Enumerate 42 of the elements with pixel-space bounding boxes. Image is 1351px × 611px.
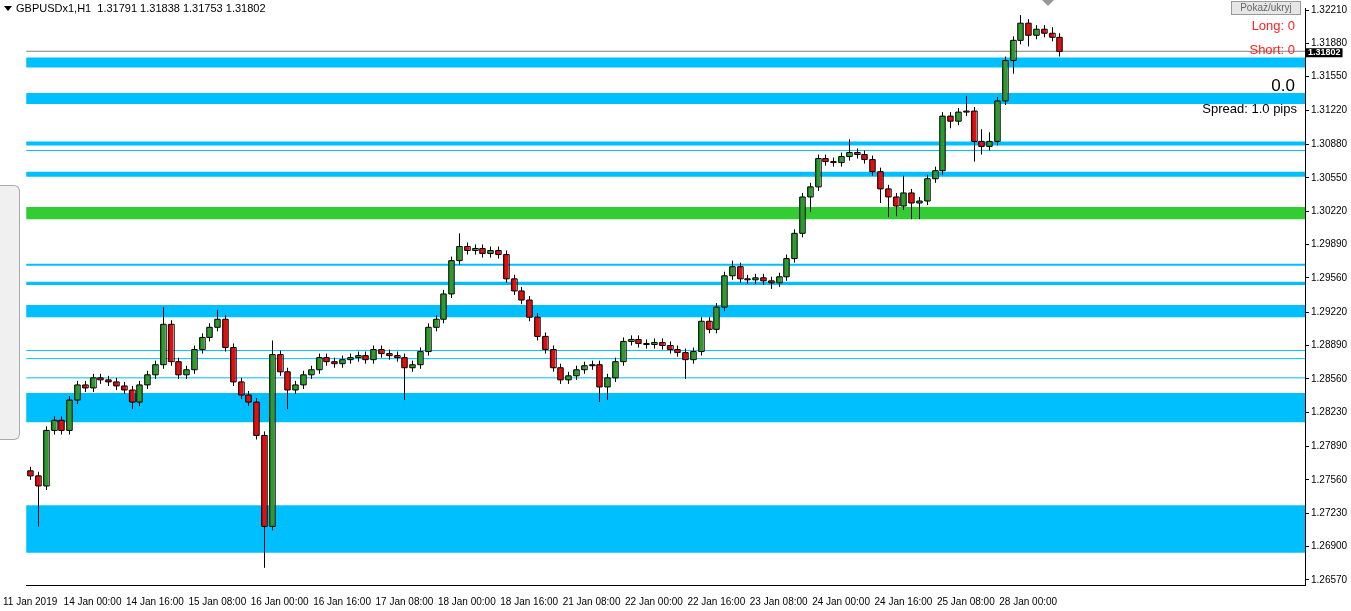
y-tick-label: 1.30880 bbox=[1311, 138, 1348, 150]
y-tick-label: 1.28230 bbox=[1311, 405, 1348, 417]
y-tick-label: 1.29890 bbox=[1311, 238, 1348, 250]
annotation: Pokaż/ukryj bbox=[1231, 1, 1301, 15]
x-tick-label: 24 Jan 00:00 bbox=[812, 595, 871, 607]
y-tick-label: 1.29220 bbox=[1311, 305, 1348, 317]
y-tick-label: 1.29560 bbox=[1311, 271, 1348, 283]
y-tick-label: 1.31550 bbox=[1311, 70, 1348, 82]
y-tick-label: 1.28890 bbox=[1311, 339, 1348, 351]
x-tick-label: 21 Jan 08:00 bbox=[562, 595, 621, 607]
y-tick-label: 1.31220 bbox=[1311, 103, 1348, 115]
x-tick-label: 24 Jan 16:00 bbox=[874, 595, 933, 607]
y-tick-label: 1.30220 bbox=[1311, 204, 1348, 216]
annotation: 0.0 bbox=[1271, 76, 1295, 96]
x-tick-label: 18 Jan 16:00 bbox=[500, 595, 559, 607]
x-tick-label: 18 Jan 00:00 bbox=[437, 595, 497, 607]
y-tick-label: 1.31880 bbox=[1311, 37, 1348, 49]
y-tick-label: 1.27560 bbox=[1311, 473, 1348, 485]
x-tick-label: 16 Jan 00:00 bbox=[250, 595, 310, 607]
y-tick-label: 1.26570 bbox=[1311, 573, 1348, 585]
y-tick-label: 1.26900 bbox=[1311, 540, 1348, 552]
y-tick-label: 1.32210 bbox=[1311, 3, 1348, 15]
y-tick-label: 1.27890 bbox=[1311, 440, 1348, 452]
x-tick-label: 17 Jan 08:00 bbox=[375, 595, 434, 607]
ref-line-label: 1.31802 bbox=[1308, 47, 1341, 58]
annotation: Spread: 1.0 pips bbox=[1202, 101, 1297, 116]
x-tick-label: 22 Jan 00:00 bbox=[625, 595, 684, 607]
annotation: Long: 0 bbox=[1251, 18, 1295, 33]
x-tick-label: 15 Jan 08:00 bbox=[188, 595, 247, 607]
y-tick-label: 1.28560 bbox=[1311, 372, 1348, 384]
annotation: Short: 0 bbox=[1249, 42, 1295, 57]
y-tick-label: 1.27230 bbox=[1311, 507, 1348, 518]
y-tick-label: 1.30550 bbox=[1311, 171, 1348, 183]
x-tick-label: 28 Jan 00:00 bbox=[999, 595, 1058, 607]
chart-title: GBPUSDx1,H1 1.31791 1.31838 1.31753 1.31802 bbox=[16, 2, 266, 14]
x-tick-label: 22 Jan 16:00 bbox=[687, 595, 746, 607]
x-tick-label: 23 Jan 08:00 bbox=[749, 595, 809, 607]
x-tick-label: 25 Jan 08:00 bbox=[936, 595, 996, 607]
x-tick-label: 11 Jan 2019 bbox=[3, 595, 58, 607]
x-tick-label: 14 Jan 16:00 bbox=[125, 595, 185, 607]
x-tick-label: 14 Jan 00:00 bbox=[63, 595, 122, 607]
x-tick-label: 16 Jan 16:00 bbox=[313, 595, 372, 607]
